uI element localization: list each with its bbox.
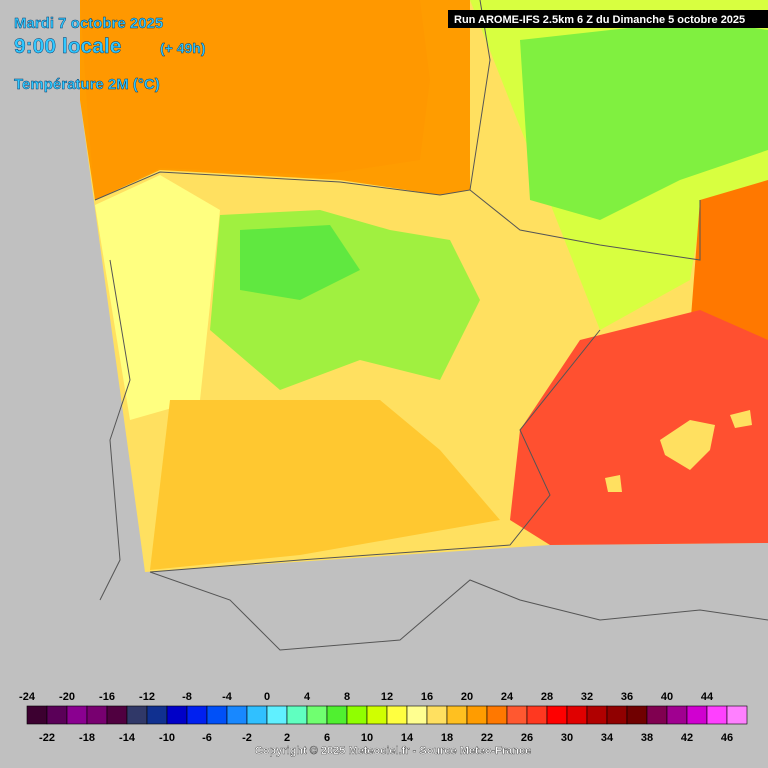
scale-swatch [126, 705, 148, 725]
scale-swatch [566, 705, 588, 725]
scale-label: 28 [541, 691, 553, 703]
scale-label: 30 [561, 732, 573, 744]
scale-swatch [466, 705, 488, 725]
scale-label: 36 [621, 691, 633, 703]
scale-swatch [366, 705, 388, 725]
lead: (+ 49h) [160, 40, 206, 56]
scale-swatch [426, 705, 448, 725]
scale-swatch [526, 705, 548, 725]
scale-label: -22 [39, 732, 55, 744]
scale-label: 40 [661, 691, 673, 703]
scale-label: 14 [401, 732, 414, 744]
scale-swatch [446, 705, 468, 725]
scale-swatch [306, 705, 328, 725]
scale-label: -16 [99, 691, 115, 703]
scale-label: 10 [361, 732, 373, 744]
copyright: Copyright © 2025 Meteociel.fr - Source M… [255, 745, 531, 757]
scale-swatch [506, 705, 528, 725]
scale-label: 38 [641, 732, 653, 744]
scale-swatch [86, 705, 108, 725]
scale-swatch [406, 705, 428, 725]
scale-swatch [686, 705, 708, 725]
scale-label: -20 [59, 691, 75, 703]
scale-label: 8 [344, 691, 350, 703]
scale-swatch [706, 705, 728, 725]
scale-label: -2 [242, 732, 252, 744]
scale-swatch [666, 705, 688, 725]
scale-swatch [486, 705, 508, 725]
date: Mardi 7 octobre 2025 [14, 15, 163, 32]
scale-label: 32 [581, 691, 593, 703]
island-mallorca [660, 420, 715, 470]
scale-swatch [326, 705, 348, 725]
scale-swatch [246, 705, 268, 725]
scale-label: 22 [481, 732, 493, 744]
scale-swatch [646, 705, 668, 725]
scale-swatch [726, 705, 748, 725]
scale-swatch [386, 705, 408, 725]
scale-label: 16 [421, 691, 433, 703]
scale-swatch [66, 705, 88, 725]
scale-label: 4 [304, 691, 311, 703]
sea-biscay-deep [80, 0, 430, 200]
scale-label: 12 [381, 691, 393, 703]
green-zone-north [520, 20, 768, 220]
scale-swatch [586, 705, 608, 725]
scale-swatch [106, 705, 128, 725]
scale-label: 46 [721, 732, 733, 744]
scale-label: -24 [19, 691, 36, 703]
scale-swatch [266, 705, 288, 725]
scale-label: -18 [79, 732, 95, 744]
scale-swatch [606, 705, 628, 725]
scale-swatch [206, 705, 228, 725]
sea-mediterranean [510, 310, 768, 545]
scale-label: 2 [284, 732, 290, 744]
scale-swatch [546, 705, 568, 725]
scale-label: -4 [222, 691, 233, 703]
run-box [448, 10, 768, 28]
scale-label: 34 [601, 732, 614, 744]
scale-label: 24 [501, 691, 514, 703]
scale-swatch [286, 705, 308, 725]
scale-swatch [346, 705, 368, 725]
scale-label: -14 [119, 732, 136, 744]
green-zone-core [240, 225, 360, 300]
time: 9:00 locale [14, 35, 121, 58]
scale-swatch [46, 705, 68, 725]
scale-label: -12 [139, 691, 155, 703]
scale-label: -6 [202, 732, 212, 744]
scale-label: 26 [521, 732, 533, 744]
scale-label: -8 [182, 691, 192, 703]
scale-swatch [26, 705, 48, 725]
island-ibiza [605, 475, 622, 492]
scale-swatch [146, 705, 168, 725]
scale-label: 20 [461, 691, 473, 703]
island-menorca [730, 410, 752, 428]
scale-label: 42 [681, 732, 693, 744]
scale-swatch [186, 705, 208, 725]
scale-label: 44 [701, 691, 714, 703]
scale-swatch [626, 705, 648, 725]
variable: Température 2M (°C) [14, 76, 160, 93]
color-scale: -24-22-20-18-16-14-12-10-8-6-4-202468101… [19, 691, 748, 744]
scale-swatch [166, 705, 188, 725]
scale-swatch [226, 705, 248, 725]
scale-label: -10 [159, 732, 175, 744]
orange-south [150, 400, 500, 570]
scale-label: 18 [441, 732, 453, 744]
borders [94, 0, 768, 651]
scale-label: 0 [264, 691, 270, 703]
run-info: Run AROME-IFS 2.5km 6 Z du Dimanche 5 oc… [454, 14, 745, 26]
scale-label: 6 [324, 732, 330, 744]
